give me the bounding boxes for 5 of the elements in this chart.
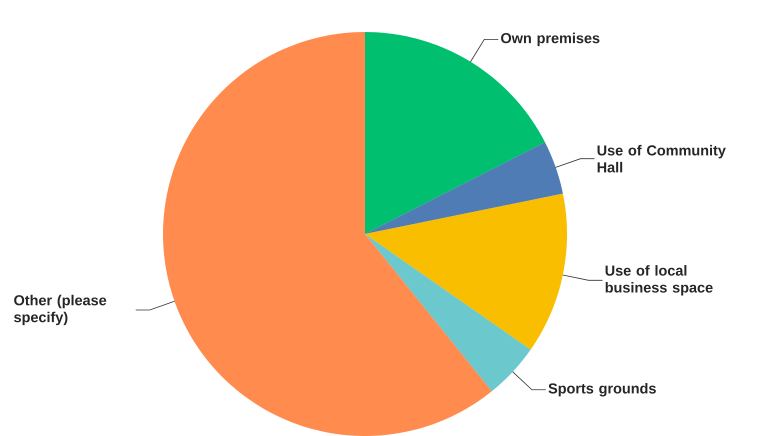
slice-label: Sports grounds (548, 382, 656, 396)
slice-label: Other (please specify) (14, 294, 106, 326)
slice-label: Use of local business space (606, 265, 713, 296)
slice-label: Own premises (501, 32, 600, 46)
slice-label: Use of Community Hall (598, 144, 726, 172)
